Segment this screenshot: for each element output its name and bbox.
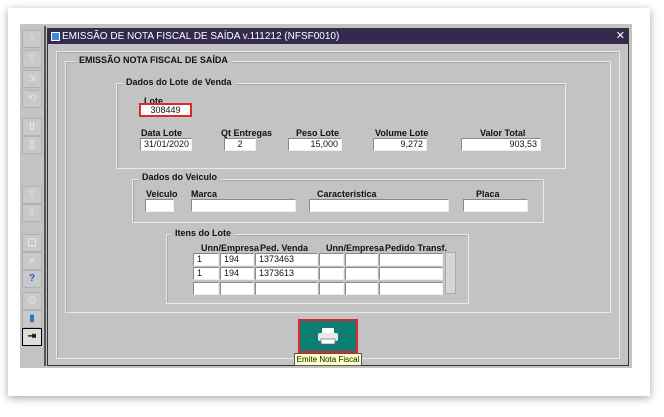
itens-group (166, 234, 469, 304)
grid-cell[interactable]: 1373613 (255, 267, 318, 280)
delete-icon[interactable]: ▮ (22, 310, 42, 328)
itens-group-title: Itens do Lote (171, 228, 235, 238)
edit-record-icon[interactable]: ▯ (22, 136, 42, 154)
left-toolbar: ⇩ ⇧ ⇲ ⟲ ▯ ▯ ⇧ ⇩ ▢ ⌕ ? ⎙ ▮ ⇥ (20, 26, 46, 366)
down-icon[interactable]: ⇩ (22, 204, 42, 222)
print-tooltip: Emite Nota Fiscal (294, 353, 362, 366)
valor-total-label: Valor Total (480, 128, 526, 138)
lote-group-title: Dados do Lote (122, 77, 193, 87)
grid-cell[interactable]: 194 (220, 253, 254, 266)
grid-cell[interactable] (319, 267, 344, 280)
veiculo-group-title: Dados do Veiculo (138, 172, 222, 182)
help-icon[interactable]: ? (22, 270, 42, 288)
qt-entregas-input[interactable]: 2 (224, 138, 256, 151)
up-icon[interactable]: ⇧ (22, 186, 42, 204)
grid-cell[interactable] (345, 253, 378, 266)
form-title: EMISSÃO NOTA FISCAL DE SAÍDA (75, 55, 232, 65)
app-icon (51, 32, 60, 41)
data-lote-input[interactable]: 31/01/2020 (140, 138, 192, 151)
grid-cell[interactable] (193, 282, 219, 295)
title-bar: EMISSÃO DE NOTA FISCAL DE SAÍDA v.111212… (48, 29, 628, 44)
volume-lote-input[interactable]: 9,272 (373, 138, 427, 151)
lote-input[interactable]: 308449 (139, 103, 192, 117)
marca-label: Marca (191, 189, 218, 199)
notes-icon[interactable]: ▢ (22, 234, 42, 252)
qt-entregas-label: Qt Entregas (221, 128, 273, 138)
veiculo-group (132, 179, 544, 223)
main-group (65, 61, 611, 313)
veiculo-label: Veiculo (146, 189, 178, 199)
lote-group-title-suffix: de Venda (188, 77, 236, 87)
caracteristica-label: Caracteristica (317, 189, 377, 199)
data-lote-label: Data Lote (141, 128, 183, 138)
prev-icon[interactable]: ⇧ (22, 50, 42, 68)
grid-cell[interactable]: 1 (193, 253, 219, 266)
new-record-icon[interactable]: ▯ (22, 118, 42, 136)
last-icon[interactable]: ⇲ (22, 70, 42, 88)
grid-cell[interactable] (345, 282, 378, 295)
grid-cell[interactable] (345, 267, 378, 280)
grid-cell[interactable]: 194 (220, 267, 254, 280)
placa-label: Placa (476, 189, 500, 199)
grid-cell[interactable] (379, 253, 443, 266)
col-header-unn-empresa-2: Unn/Empresa (326, 243, 385, 253)
peso-lote-input[interactable]: 15,000 (288, 138, 342, 151)
veiculo-input[interactable] (145, 199, 174, 212)
grid-cell[interactable]: 1373463 (255, 253, 318, 266)
peso-lote-label: Peso Lote (296, 128, 340, 138)
grid-cell[interactable] (319, 253, 344, 266)
lote-label: Lote (144, 96, 163, 106)
grid-scrollbar[interactable] (445, 252, 456, 294)
grid-cell[interactable] (220, 282, 254, 295)
grid-cell[interactable] (319, 282, 344, 295)
grid-cell[interactable] (379, 282, 443, 295)
printer-icon (318, 328, 338, 345)
exit-icon[interactable]: ⇥ (22, 328, 42, 346)
next-icon[interactable]: ⇩ (22, 30, 42, 48)
volume-lote-label: Volume Lote (375, 128, 429, 138)
grid-cell[interactable] (255, 282, 318, 295)
caracteristica-input[interactable] (309, 199, 449, 212)
marca-input[interactable] (191, 199, 296, 212)
lote-group (116, 83, 566, 169)
col-header-pedido-transf: Pedido Transf. (385, 243, 448, 253)
refresh-icon[interactable]: ⟲ (22, 90, 42, 108)
close-icon[interactable]: ✕ (615, 30, 625, 42)
col-header-ped-venda: Ped. Venda (260, 243, 309, 253)
window-title: EMISSÃO DE NOTA FISCAL DE SAÍDA v.111212… (62, 31, 340, 42)
form-window: EMISSÃO DE NOTA FISCAL DE SAÍDA v.111212… (47, 28, 629, 366)
grid-cell[interactable] (379, 267, 443, 280)
col-header-unn-empresa: Unn/Empresa (201, 243, 260, 253)
placa-input[interactable] (463, 199, 528, 212)
search-icon[interactable]: ⌕ (22, 252, 42, 270)
print-icon[interactable]: ⎙ (22, 292, 42, 310)
grid-cell[interactable]: 1 (193, 267, 219, 280)
valor-total-input[interactable]: 903,53 (461, 138, 541, 151)
emite-nota-fiscal-button[interactable] (298, 319, 358, 353)
